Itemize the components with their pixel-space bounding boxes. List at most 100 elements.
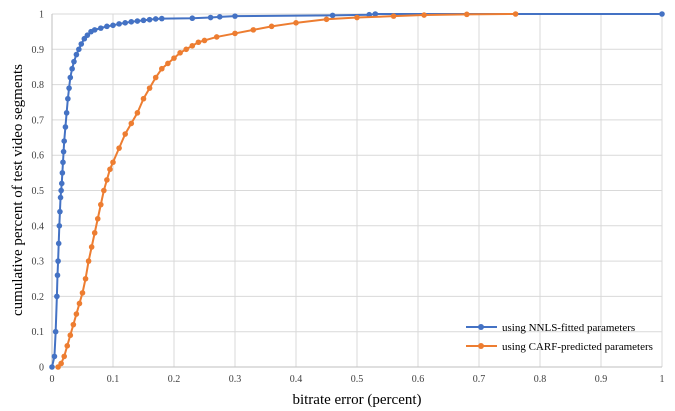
- data-point: [82, 275, 89, 282]
- x-tick-label: 0.8: [534, 374, 547, 385]
- data-point: [94, 215, 101, 222]
- data-point: [171, 55, 177, 61]
- tick-labels: 0 0.1 0.2 0.3 0.4 0.5 0.6 0.7 0.8 0.9 1 0 0.1 0.2 0.3 0…: [32, 10, 665, 386]
- data-point: [116, 145, 122, 151]
- y-tick-label: 0.9: [32, 45, 45, 56]
- legend-label-carf: using CARF-predicted parameters: [502, 341, 653, 353]
- y-tick-label: 1: [39, 10, 44, 21]
- data-point: [55, 258, 61, 264]
- data-point: [250, 27, 257, 33]
- data-point: [232, 13, 238, 19]
- data-point: [79, 290, 86, 296]
- data-point: [104, 177, 110, 183]
- data-point: [189, 42, 196, 49]
- data-point: [60, 148, 67, 155]
- data-point: [323, 16, 330, 23]
- data-point: [78, 41, 85, 47]
- y-tick-label: 0.8: [32, 80, 45, 91]
- axes: [51, 14, 662, 368]
- legend-item-nnls: using NNLS-fitted parameters: [466, 322, 635, 334]
- data-point: [140, 95, 147, 102]
- data-point: [73, 51, 80, 58]
- data-point: [61, 138, 67, 144]
- data-point: [57, 208, 63, 215]
- data-point: [390, 13, 397, 19]
- data-point: [73, 311, 80, 317]
- data-point: [91, 27, 98, 33]
- data-point: [54, 293, 60, 300]
- data-point: [152, 16, 159, 22]
- data-point: [512, 11, 519, 17]
- y-tick-label: 0.3: [32, 257, 45, 268]
- y-tick-label: 0.6: [32, 151, 45, 162]
- legend-swatch-marker: [478, 324, 484, 330]
- y-tick-label: 0.7: [32, 115, 45, 126]
- series-nnls: [49, 11, 665, 370]
- data-point: [159, 15, 165, 22]
- x-tick-label: 0.2: [168, 374, 181, 385]
- x-tick-label: 0.1: [107, 374, 120, 385]
- data-point: [140, 17, 147, 24]
- data-point: [51, 353, 58, 360]
- data-point: [91, 230, 98, 236]
- data-point: [104, 23, 110, 30]
- data-point: [189, 15, 196, 22]
- data-point: [71, 58, 77, 65]
- data-point: [69, 65, 75, 72]
- data-point: [293, 20, 299, 26]
- x-tick-label: 0.9: [595, 374, 608, 385]
- data-point: [67, 332, 74, 339]
- data-point: [128, 18, 135, 25]
- data-point: [122, 131, 128, 137]
- y-tick-label: 0.1: [32, 327, 45, 338]
- data-point: [61, 353, 67, 360]
- data-point: [146, 16, 153, 23]
- legend-item-carf: using CARF-predicted parameters: [466, 341, 653, 353]
- data-point: [98, 25, 104, 31]
- data-point: [152, 74, 159, 81]
- data-point: [354, 14, 360, 21]
- data-point: [116, 21, 122, 27]
- data-point: [329, 12, 336, 19]
- data-point: [110, 22, 116, 29]
- data-point: [62, 124, 69, 130]
- data-point: [232, 30, 238, 37]
- data-point: [64, 343, 71, 349]
- data-point: [76, 46, 82, 53]
- data-point: [183, 46, 189, 53]
- data-point: [421, 12, 427, 18]
- data-point: [165, 60, 171, 67]
- x-tick-label: 0.5: [351, 374, 364, 385]
- data-point: [54, 272, 61, 279]
- data-point: [84, 32, 91, 38]
- data-point: [659, 11, 665, 17]
- data-point: [76, 300, 83, 307]
- x-axis-title: bitrate error (percent): [292, 392, 421, 408]
- data-point: [201, 37, 208, 44]
- data-point: [195, 39, 202, 46]
- data-point: [58, 360, 64, 367]
- data-point: [128, 120, 135, 127]
- data-point: [59, 170, 66, 176]
- x-tick-label: 0.6: [412, 374, 425, 385]
- y-axis-title: cumulative percent of test video segment…: [10, 64, 26, 316]
- x-tick-label: 0.3: [229, 374, 242, 385]
- data-point: [49, 364, 55, 370]
- legend-label-nnls: using NNLS-fitted parameters: [502, 322, 635, 334]
- y-tick-label: 0.4: [32, 221, 45, 232]
- series-layer: [49, 11, 665, 370]
- data-point: [372, 11, 379, 17]
- data-point: [58, 187, 64, 194]
- data-point: [207, 14, 214, 21]
- data-point: [67, 74, 74, 81]
- gridlines: [52, 13, 663, 367]
- data-point: [55, 240, 62, 247]
- data-point: [63, 110, 70, 116]
- y-tick-label: 0.5: [32, 186, 45, 197]
- series-carf: [55, 11, 519, 370]
- data-point: [70, 321, 77, 328]
- data-point: [88, 244, 95, 250]
- data-point: [56, 223, 63, 229]
- data-point: [60, 159, 66, 166]
